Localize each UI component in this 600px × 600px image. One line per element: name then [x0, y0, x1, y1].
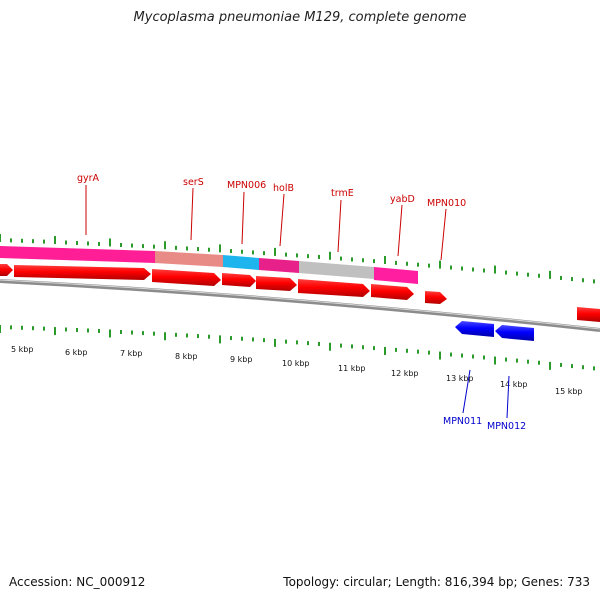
tick-label: 15 kbp	[555, 387, 583, 396]
gene-arrow-forward[interactable]	[0, 264, 13, 276]
label-leader-line	[506, 375, 510, 419]
inner-tick-marks	[0, 325, 595, 371]
label-leader-line	[190, 187, 194, 241]
reverse-gene-labels	[462, 369, 510, 419]
tick-label: 12 kbp	[391, 369, 419, 378]
tick-label: 14 kbp	[500, 380, 528, 389]
band-segment-magenta-2	[259, 258, 299, 273]
tick-label: 10 kbp	[282, 359, 310, 368]
gene-label[interactable]: trmE	[331, 188, 354, 199]
forward-genes	[0, 264, 600, 322]
label-leader-line	[241, 191, 245, 245]
reverse-genes	[455, 321, 534, 341]
band-segment-salmon	[155, 251, 223, 267]
gene-arrow-reverse[interactable]	[455, 321, 494, 337]
band-segment-magenta-3	[374, 267, 418, 284]
genome-summary-text: Topology: circular; Length: 816,394 bp; …	[283, 575, 590, 589]
tick-labels: 5 kbp 6 kbp 7 kbp 8 kbp 9 kbp 10 kbp 11 …	[11, 345, 583, 396]
tick-label: 6 kbp	[65, 348, 87, 357]
genome-backbone-highlight	[0, 279, 600, 330]
genome-backbone	[0, 279, 600, 332]
map-title: Mycoplasma pneumoniae M129, complete gen…	[133, 10, 467, 25]
gene-arrow-forward[interactable]	[298, 279, 370, 297]
label-leader-line	[397, 204, 403, 257]
tick-label: 7 kbp	[120, 349, 142, 358]
gene-arrow-forward[interactable]	[14, 265, 151, 280]
gene-label[interactable]: MPN012	[487, 421, 526, 432]
tick-label: 11 kbp	[338, 364, 366, 373]
tick-label: 5 kbp	[11, 345, 33, 354]
gene-label[interactable]: gyrA	[77, 173, 100, 184]
forward-gene-labels	[85, 185, 447, 261]
gene-arrow-reverse[interactable]	[495, 325, 534, 341]
tick-label: 9 kbp	[230, 355, 252, 364]
label-leader-line	[440, 208, 447, 261]
gene-label[interactable]: MPN010	[427, 198, 466, 209]
gene-label[interactable]: MPN006	[227, 180, 266, 191]
accession-text: Accession: NC_000912	[9, 575, 146, 589]
gene-arrow-forward[interactable]	[577, 307, 600, 322]
gene-arrow-forward[interactable]	[425, 291, 447, 304]
gene-label[interactable]: MPN011	[443, 416, 482, 427]
tick-label: 8 kbp	[175, 352, 197, 361]
band-segment-magenta	[0, 246, 155, 263]
reverse-gene-label-texts: MPN011 MPN012	[443, 416, 526, 432]
tick-label: 13 kbp	[446, 374, 474, 383]
gene-arrow-forward[interactable]	[256, 276, 297, 291]
label-leader-line	[337, 199, 342, 253]
band-segment-grey	[299, 261, 374, 279]
gene-arrow-forward[interactable]	[371, 284, 414, 300]
gene-label[interactable]: holB	[273, 183, 294, 194]
label-leader-line	[462, 369, 471, 414]
category-band	[0, 246, 418, 284]
outer-tick-marks	[0, 234, 595, 284]
gene-label[interactable]: yabD	[390, 194, 415, 205]
gene-label[interactable]: serS	[183, 177, 204, 188]
gene-arrow-forward[interactable]	[222, 273, 256, 287]
band-segment-cyan	[223, 255, 259, 270]
gene-arrow-forward[interactable]	[152, 269, 221, 286]
label-leader-line	[279, 193, 285, 247]
forward-gene-label-texts: gyrA serS MPN006 holB trmE yabD MPN010	[77, 173, 466, 209]
